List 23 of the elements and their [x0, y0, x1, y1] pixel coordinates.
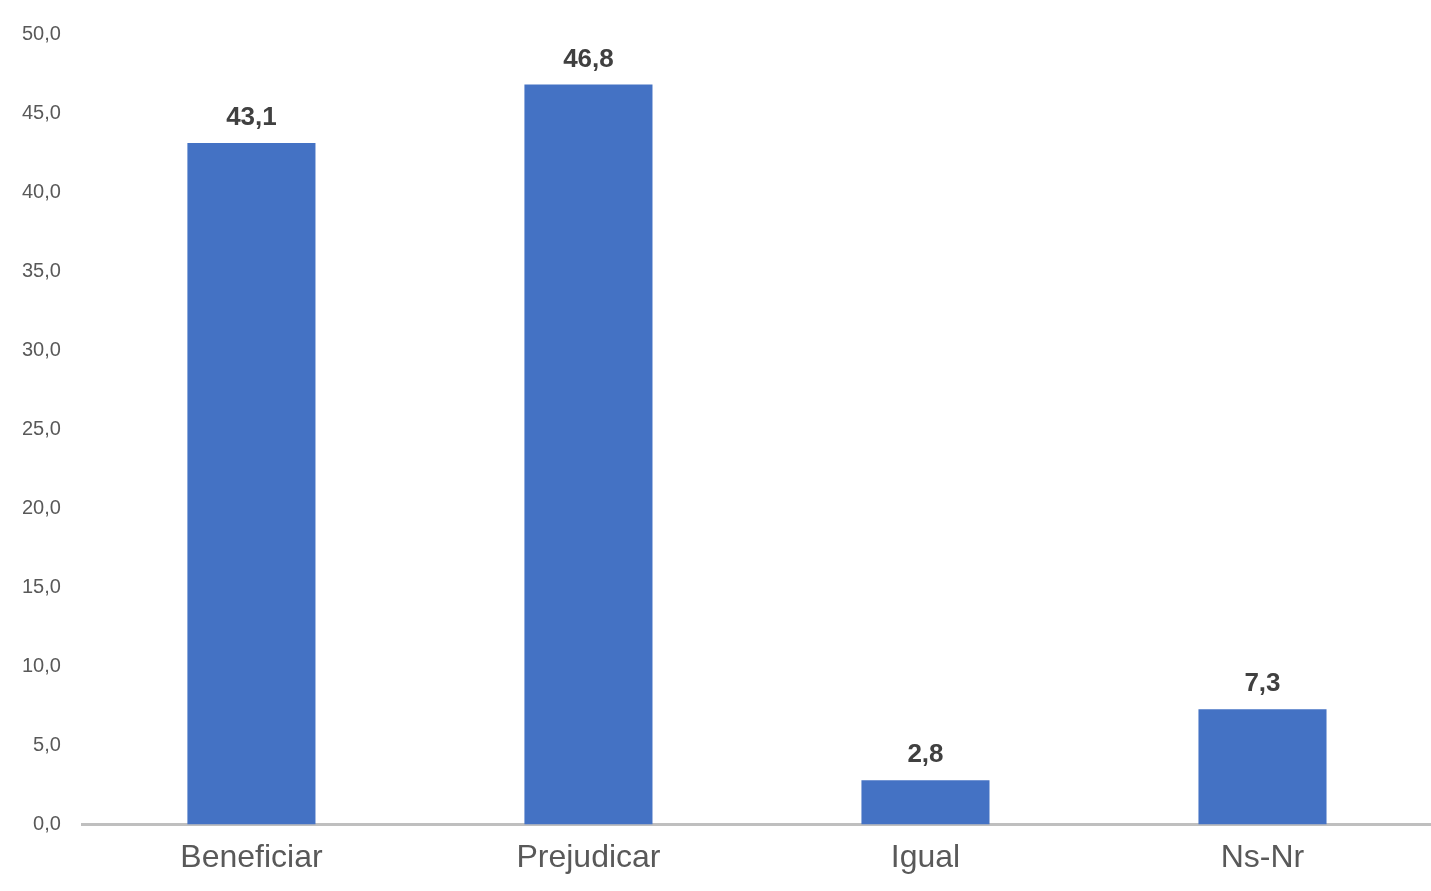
- y-tick-label: 30,0: [21, 337, 61, 360]
- bar: [187, 143, 316, 825]
- y-tick-label: 15,0: [21, 574, 61, 597]
- data-label: 7,3: [1244, 667, 1281, 698]
- y-tick-label: 20,0: [21, 495, 61, 518]
- y-tick-label: 40,0: [21, 179, 61, 202]
- x-tick-label: Beneficiar: [180, 837, 323, 874]
- x-tick-label: Prejudicar: [516, 837, 661, 874]
- bar: [861, 780, 990, 825]
- y-tick-label: 0,0: [33, 812, 61, 835]
- y-tick-label: 35,0: [21, 258, 61, 281]
- y-tick-label: 25,0: [21, 416, 61, 439]
- x-tick-label: Ns-Nr: [1220, 837, 1305, 874]
- y-tick-label: 45,0: [21, 100, 61, 123]
- y-tick-label: 10,0: [21, 654, 61, 676]
- bar: [524, 84, 653, 825]
- y-tick-label: 50,0: [21, 21, 61, 44]
- x-tick-label: Igual: [890, 837, 961, 874]
- data-label: 2,8: [907, 738, 944, 769]
- data-label: 46,8: [563, 42, 614, 73]
- y-tick-label: 5,0: [33, 733, 61, 756]
- bar: [1198, 709, 1327, 825]
- data-label: 43,1: [226, 101, 277, 132]
